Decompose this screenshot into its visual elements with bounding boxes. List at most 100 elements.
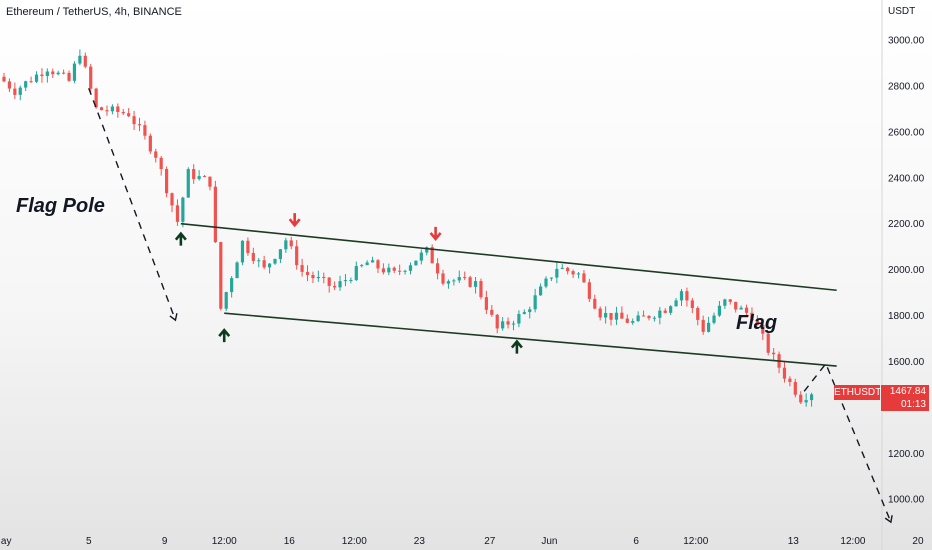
candle-body	[419, 252, 423, 261]
y-tick-label: 2200.00	[888, 219, 925, 230]
candle-body	[192, 169, 196, 180]
candle-body	[148, 135, 152, 152]
candle-body	[587, 282, 591, 299]
candle-body	[213, 186, 217, 243]
x-tick-label: 12:00	[342, 536, 367, 547]
candle-body	[707, 322, 711, 332]
candle-body	[230, 278, 234, 293]
candle-body	[392, 267, 396, 271]
candle-body	[761, 324, 765, 334]
y-tick-label: 1000.00	[888, 495, 925, 506]
candle-body	[289, 240, 293, 247]
candle-body	[479, 281, 483, 298]
candle-body	[2, 76, 6, 82]
x-tick-label: 9	[162, 536, 168, 547]
candle-body	[788, 378, 792, 382]
candle-body	[284, 240, 288, 250]
candle-body	[316, 276, 320, 279]
y-tick-label: 2400.00	[888, 173, 925, 184]
candle-body	[804, 400, 808, 403]
candle-body	[723, 299, 727, 306]
x-tick-label: 12:00	[683, 536, 708, 547]
x-tick-label: 20	[912, 536, 924, 547]
candle-body	[652, 317, 656, 319]
candle-body	[501, 321, 505, 329]
candle-body	[235, 262, 239, 279]
candle-body	[34, 74, 39, 82]
candle-body	[165, 168, 169, 194]
candle-body	[641, 315, 646, 317]
candle-body	[137, 124, 142, 126]
candle-body	[517, 313, 521, 324]
candle-body	[658, 310, 662, 318]
candle-body	[555, 268, 559, 278]
x-tick-label: 6	[633, 536, 639, 547]
candle-body	[132, 116, 136, 125]
flag-pole-label: Flag Pole	[16, 195, 105, 217]
x-tick-label: 27	[484, 536, 496, 547]
y-tick-label: 1600.00	[888, 357, 925, 368]
candle-body	[809, 394, 814, 401]
candle-body	[441, 273, 445, 284]
candle-body	[690, 300, 694, 309]
current-price-tag: 1467.84 01:13	[881, 385, 929, 411]
up-arrow-marker	[174, 231, 187, 246]
flag-label: Flag	[736, 312, 778, 334]
candle-body	[322, 276, 326, 278]
candle-body	[468, 277, 472, 287]
candle-body	[636, 315, 640, 322]
candle-body	[528, 309, 532, 313]
candle-body	[750, 312, 754, 321]
candle-body	[219, 242, 223, 309]
candle-body	[793, 381, 797, 395]
candle-body	[625, 318, 629, 323]
candle-body	[576, 273, 581, 275]
candle-body	[782, 367, 787, 379]
candle-body	[116, 106, 120, 112]
candle-body	[566, 267, 570, 272]
candle-body	[327, 277, 331, 286]
candle-body	[159, 157, 163, 169]
candle-body	[7, 81, 12, 89]
candle-body	[354, 266, 358, 280]
candle-body	[560, 267, 564, 269]
pole-arrowhead	[169, 313, 178, 322]
candle-body	[208, 176, 212, 187]
candle-body	[29, 81, 33, 83]
candle-body	[143, 125, 147, 136]
candle-body	[490, 309, 494, 315]
x-tick-label: 5	[86, 536, 92, 547]
candle-body	[696, 308, 700, 320]
flag-upper-line	[180, 222, 837, 292]
candle-body	[273, 258, 277, 264]
candle-body	[262, 260, 266, 268]
target-projection-line	[803, 362, 892, 523]
candle-body	[425, 247, 429, 253]
candle-body	[766, 333, 770, 353]
candle-body	[614, 312, 619, 320]
candle-body	[267, 263, 272, 268]
candle-body	[246, 240, 250, 253]
candle-body	[593, 298, 597, 309]
down-arrow-marker	[429, 226, 442, 241]
candle-body	[598, 308, 602, 318]
candle-body	[110, 106, 114, 112]
candle-body	[452, 280, 456, 282]
candle-body	[739, 307, 743, 310]
candle-body	[674, 300, 678, 307]
candle-body	[538, 286, 543, 296]
candle-body	[154, 151, 158, 158]
candle-body	[620, 312, 624, 319]
x-tick-label: 12:00	[840, 536, 865, 547]
candle-body	[24, 81, 28, 88]
down-arrow-marker	[288, 213, 301, 228]
candle-body	[533, 295, 537, 310]
candle-body	[376, 260, 380, 269]
candle-body	[300, 265, 304, 272]
candle-body	[13, 88, 17, 95]
chart-title: Ethereum / TetherUS, 4h, BINANCE	[6, 6, 182, 18]
candle-body	[370, 260, 375, 263]
candle-body	[343, 280, 348, 282]
